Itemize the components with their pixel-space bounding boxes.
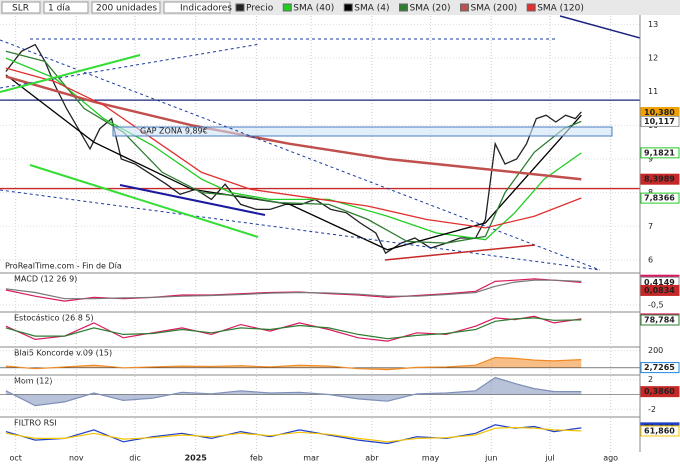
legend-label: SMA (120) (537, 4, 584, 14)
x-tick-label: mar (303, 454, 320, 463)
value-label: 2,7265 (644, 363, 675, 372)
panel-title: Blai5 Koncorde v.09 (15) (14, 349, 112, 358)
value-label: 7,8366 (644, 194, 675, 203)
legend-swatch (282, 3, 292, 12)
value-label-box (640, 425, 680, 437)
y-tick-label: 11 (648, 87, 658, 96)
legend-label: SMA (40) (293, 4, 334, 14)
area (5, 377, 582, 406)
value-label: 0,4149 (644, 278, 675, 287)
value-label: 8,3989 (644, 175, 675, 184)
indicators[interactable]: Indicadores (180, 4, 232, 14)
x-tick-label: feb (250, 454, 263, 463)
period-box[interactable] (43, 1, 89, 14)
panel-title: FILTRO RSI (14, 419, 57, 428)
trendline (0, 189, 601, 271)
x-tick-label: dic (129, 454, 141, 463)
legend-label: SMA (4) (354, 4, 389, 14)
value-label-box (640, 314, 680, 326)
gap-label: GAP ZONA 9,89€ (140, 127, 208, 136)
panel-title: MACD (12 26 9) (14, 275, 77, 284)
legend-swatch (235, 3, 245, 12)
series-line (5, 74, 582, 251)
y-tick-label: -0,5 (648, 300, 664, 309)
y-tick-label: 9 (648, 154, 653, 163)
series-line (5, 317, 582, 340)
x-tick-label: 2025 (185, 454, 208, 463)
series-line (5, 278, 582, 302)
trendline (29, 164, 259, 238)
symbol-box[interactable] (1, 1, 41, 14)
legend-label: Precio (246, 4, 274, 14)
y-tick-label: -2 (648, 405, 656, 414)
legend-swatch (399, 3, 408, 12)
series-line (5, 50, 582, 244)
symbol[interactable]: SLR (12, 4, 29, 14)
panel-title: Mom (12) (14, 377, 53, 386)
trendline (0, 39, 601, 271)
x-tick-label: may (422, 454, 440, 463)
area (5, 357, 582, 370)
value-label-box (640, 284, 680, 296)
y-tick-label: 12 (648, 54, 658, 63)
trendline (119, 184, 266, 216)
value-label: 0,3860 (644, 387, 675, 396)
series-line (5, 279, 582, 300)
units-box[interactable] (91, 1, 161, 14)
series-line (5, 67, 582, 229)
y-tick-label: 2 (648, 375, 653, 384)
x-tick-label: ago (603, 454, 618, 463)
legend-swatch (343, 3, 353, 12)
y-tick-label: 200 (648, 346, 663, 355)
gap-zone (112, 126, 613, 137)
x-tick-label: jun (484, 454, 497, 463)
trendline (384, 244, 536, 261)
value-label: 78,784 (644, 316, 675, 325)
value-label-box (640, 192, 680, 204)
series-line (5, 75, 582, 181)
value-label-box (640, 173, 680, 185)
legend-label: SMA (20) (410, 4, 451, 14)
legend-label: SMA (200) (470, 4, 517, 14)
series-line (5, 376, 582, 407)
value-label: 10,380 (644, 108, 675, 117)
value-label: 0,0834 (644, 286, 675, 295)
value-label: 10,117 (644, 117, 675, 126)
y-tick-label: 13 (648, 20, 658, 29)
panel-title: Estocástico (26 8 5) (14, 314, 94, 323)
value-label-box (640, 147, 680, 159)
period[interactable]: 1 día (48, 4, 70, 14)
source: ProRealTime.com - Fin de Día (5, 262, 122, 271)
legend-swatch (526, 3, 536, 12)
x-tick-label: jul (544, 454, 555, 463)
indicators-box[interactable] (163, 1, 231, 14)
value-label-box (640, 115, 680, 127)
series-line (5, 426, 582, 443)
value-label: 9,1821 (644, 148, 675, 157)
trendline (0, 54, 141, 93)
series-line (5, 356, 582, 371)
series-line (5, 43, 582, 255)
units[interactable]: 200 unidades (96, 4, 157, 14)
y-tick-label: 6 (648, 255, 653, 264)
x-tick-label: nov (69, 454, 84, 463)
value-label: 61,860 (644, 426, 675, 435)
series-line (5, 57, 582, 241)
trendline (559, 15, 641, 39)
x-tick-label: oct (9, 454, 21, 463)
legend-swatch (459, 3, 469, 12)
value-label-box (640, 386, 680, 398)
value-label-box (640, 362, 680, 374)
y-tick-label: 7 (648, 222, 653, 231)
x-tick-label: abr (365, 454, 379, 463)
